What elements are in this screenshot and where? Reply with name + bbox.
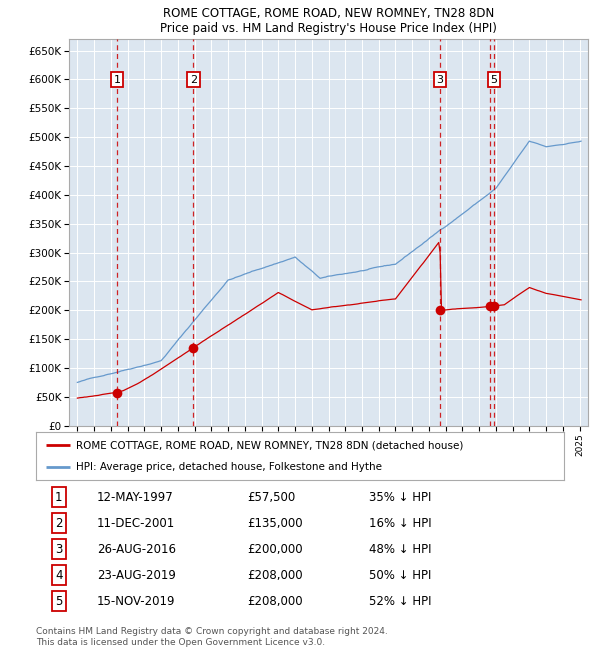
Text: 1: 1 [113, 75, 121, 84]
Text: 1: 1 [55, 491, 62, 504]
Text: 35% ↓ HPI: 35% ↓ HPI [368, 491, 431, 504]
Text: 12-MAY-1997: 12-MAY-1997 [97, 491, 173, 504]
Text: £135,000: £135,000 [247, 517, 303, 530]
Text: 23-AUG-2019: 23-AUG-2019 [97, 569, 176, 582]
Title: ROME COTTAGE, ROME ROAD, NEW ROMNEY, TN28 8DN
Price paid vs. HM Land Registry's : ROME COTTAGE, ROME ROAD, NEW ROMNEY, TN2… [160, 7, 497, 35]
Text: £200,000: £200,000 [247, 543, 303, 556]
Text: HPI: Average price, detached house, Folkestone and Hythe: HPI: Average price, detached house, Folk… [76, 462, 382, 472]
Text: 4: 4 [55, 569, 62, 582]
Text: 11-DEC-2001: 11-DEC-2001 [97, 517, 175, 530]
Text: 2: 2 [190, 75, 197, 84]
Text: ROME COTTAGE, ROME ROAD, NEW ROMNEY, TN28 8DN (detached house): ROME COTTAGE, ROME ROAD, NEW ROMNEY, TN2… [76, 440, 463, 450]
Text: 5: 5 [55, 595, 62, 608]
Text: 5: 5 [490, 75, 497, 84]
Text: 26-AUG-2016: 26-AUG-2016 [97, 543, 176, 556]
Text: 2: 2 [55, 517, 62, 530]
Text: 3: 3 [55, 543, 62, 556]
Text: Contains HM Land Registry data © Crown copyright and database right 2024.
This d: Contains HM Land Registry data © Crown c… [36, 627, 388, 647]
Text: £208,000: £208,000 [247, 595, 303, 608]
Text: 50% ↓ HPI: 50% ↓ HPI [368, 569, 431, 582]
Text: £57,500: £57,500 [247, 491, 295, 504]
Text: £208,000: £208,000 [247, 569, 303, 582]
Text: 16% ↓ HPI: 16% ↓ HPI [368, 517, 431, 530]
Text: 52% ↓ HPI: 52% ↓ HPI [368, 595, 431, 608]
Text: 48% ↓ HPI: 48% ↓ HPI [368, 543, 431, 556]
Text: 15-NOV-2019: 15-NOV-2019 [97, 595, 175, 608]
Text: 3: 3 [436, 75, 443, 84]
